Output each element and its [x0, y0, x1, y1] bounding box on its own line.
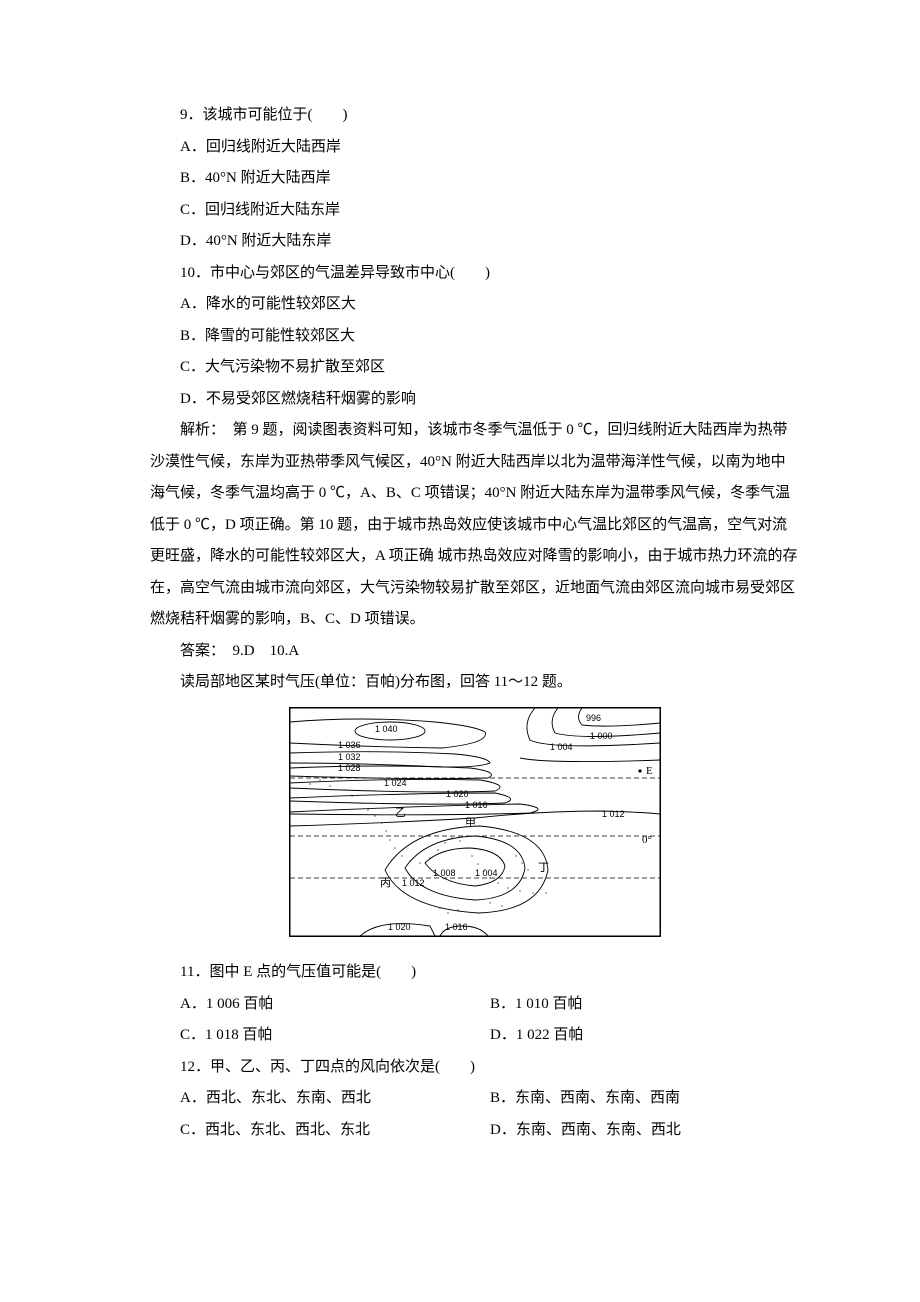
q11-opt-b: B．1 010 百帕	[490, 989, 800, 1021]
q12-opt-d: D．东南、西南、东南、西北	[490, 1115, 800, 1147]
label-1020b: 1 020	[388, 922, 411, 932]
q12-stem: 12．甲、乙、丙、丁四点的风向依次是( )	[150, 1052, 800, 1084]
explanation-text: 第 9 题，阅读图表资料可知，该城市冬季气温低于 0 ℃，回归线附近大陆西岸为热…	[150, 422, 798, 627]
point-zero: 0°	[642, 834, 652, 846]
q11-row-ab: A．1 006 百帕 B．1 010 百帕	[180, 989, 800, 1021]
answer-text: 9.D 10.A	[218, 643, 300, 659]
pressure-map-svg: 1 040 1 036 1 032 1 028 1 024 1 020 1 01…	[289, 707, 661, 937]
q12-row-ab: A．西北、东北、东南、西北 B．东南、西南、东南、西南	[180, 1083, 800, 1115]
pressure-map-figure: 1 040 1 036 1 032 1 028 1 024 1 020 1 01…	[150, 707, 800, 950]
answer-9-10: 答案： 9.D 10.A	[150, 636, 800, 668]
q9-opt-d: D．40°N 附近大陆东岸	[150, 226, 800, 258]
label-996: 996	[586, 713, 601, 723]
point-ding: 丁	[538, 862, 549, 874]
q11-stem: 11．图中 E 点的气压值可能是( )	[150, 957, 800, 989]
label-1024: 1 024	[384, 778, 407, 788]
label-1000: 1 000	[590, 731, 613, 741]
label-1012b: 1 012	[402, 878, 425, 888]
q9-opt-b: B．40°N 附近大陆西岸	[150, 163, 800, 195]
q11-row-cd: C．1 018 百帕 D．1 022 百帕	[180, 1020, 800, 1052]
q11-opt-c: C．1 018 百帕	[180, 1020, 490, 1052]
label-1032: 1 032	[338, 752, 361, 762]
q9-opt-c: C．回归线附近大陆东岸	[150, 195, 800, 227]
point-bing: 丙	[380, 877, 391, 889]
q10-opt-d: D．不易受郊区燃烧秸秆烟雾的影响	[150, 384, 800, 416]
q12-opt-a: A．西北、东北、东南、西北	[180, 1083, 490, 1115]
q10-opt-c: C．大气污染物不易扩散至郊区	[150, 352, 800, 384]
point-e-dot	[638, 769, 641, 772]
explanation-label: 解析：	[180, 422, 218, 438]
q9-opt-a: A．回归线附近大陆西岸	[150, 132, 800, 164]
answer-label: 答案：	[180, 643, 218, 659]
q11-opt-a: A．1 006 百帕	[180, 989, 490, 1021]
point-e: E	[646, 765, 653, 777]
explanation-9-10: 解析： 第 9 题，阅读图表资料可知，该城市冬季气温低于 0 ℃，回归线附近大陆…	[150, 415, 800, 636]
label-1036: 1 036	[338, 740, 361, 750]
label-1028: 1 028	[338, 763, 361, 773]
label-1016a: 1 016	[465, 800, 488, 810]
point-yi: 乙	[395, 806, 406, 819]
q9-stem: 9．该城市可能位于( )	[150, 100, 800, 132]
point-jia: 甲	[465, 817, 476, 829]
label-1004a: 1 004	[550, 742, 573, 752]
figure-intro: 读局部地区某时气压(单位：百帕)分布图，回答 11～12 题。	[150, 667, 800, 699]
label-1016b: 1 016	[445, 922, 468, 932]
q12-row-cd: C．西北、东北、西北、东北 D．东南、西南、东南、西北	[180, 1115, 800, 1147]
q12-opt-c: C．西北、东北、西北、东北	[180, 1115, 490, 1147]
label-1020a: 1 020	[446, 789, 469, 799]
q10-opt-b: B．降雪的可能性较郊区大	[150, 321, 800, 353]
q11-opt-d: D．1 022 百帕	[490, 1020, 800, 1052]
label-1012a: 1 012	[602, 809, 625, 819]
label-1004b: 1 004	[475, 868, 498, 878]
label-1040: 1 040	[375, 724, 398, 734]
q10-stem: 10．市中心与郊区的气温差异导致市中心( )	[150, 258, 800, 290]
q12-opt-b: B．东南、西南、东南、西南	[490, 1083, 800, 1115]
label-1008: 1 008	[433, 868, 456, 878]
q10-opt-a: A．降水的可能性较郊区大	[150, 289, 800, 321]
